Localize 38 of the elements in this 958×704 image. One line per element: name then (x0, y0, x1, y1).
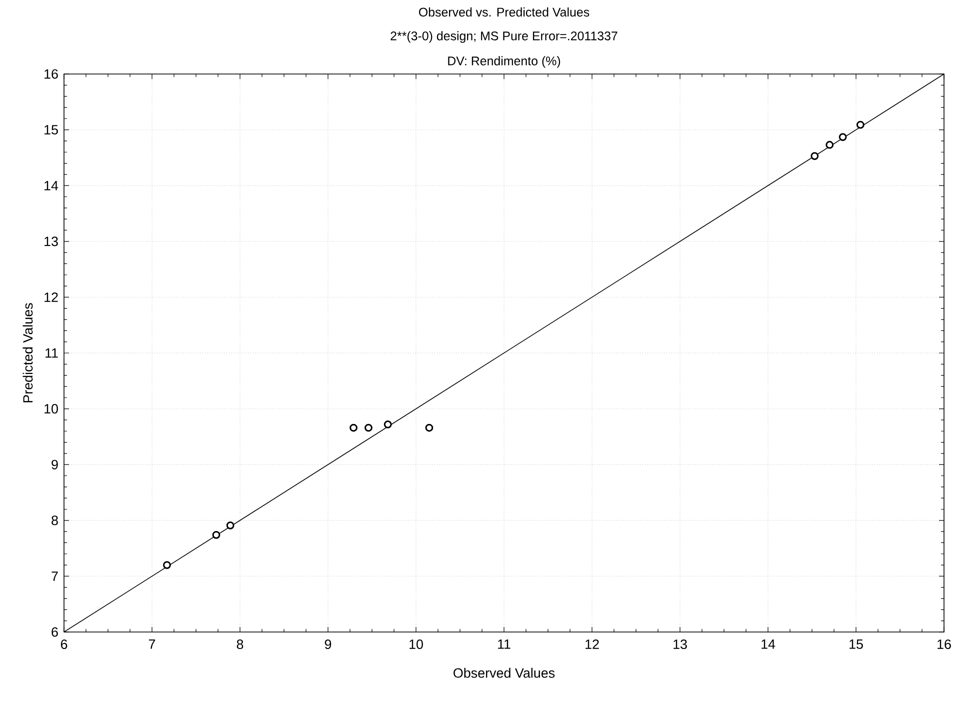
point (838, 133, 847, 141)
point (364, 424, 372, 432)
x-tick-label: 11 (498, 640, 510, 649)
x-tick-label: 13 (674, 640, 687, 650)
text: DV: Rendimento (%) (448, 56, 560, 68)
point (350, 424, 358, 432)
y-axis-title: Predicted Values (22, 303, 33, 402)
point (384, 420, 392, 428)
y-tick-label: 16 (44, 69, 58, 79)
x-tick-label: 12 (586, 640, 599, 649)
x-tick-label: 10 (410, 640, 423, 650)
chart-subtitle: 2**(3-0) design; MS Pure Error=.2011337 (390, 31, 618, 43)
point (226, 521, 234, 530)
y-tick-label: 6 (52, 627, 58, 637)
point (856, 120, 864, 129)
y-tick-label: 7 (52, 572, 58, 581)
x-tick-label: 7 (148, 640, 156, 649)
point (212, 530, 220, 539)
point (425, 424, 434, 432)
point (826, 140, 834, 149)
x-tick-label: 15 (850, 640, 863, 649)
y-tick-label: 8 (52, 516, 58, 526)
y-tick-label: 12 (44, 292, 58, 302)
chart-title: Observed vs. Predicted Values (419, 7, 590, 17)
y-tick-label: 14 (44, 180, 58, 190)
point (163, 561, 171, 569)
x-tick-label: 8 (236, 640, 244, 650)
x-tick-label: 9 (324, 640, 332, 650)
y-tick-label: 13 (44, 236, 58, 246)
x-tick-label: 14 (762, 640, 776, 649)
y-tick-label: 15 (44, 125, 58, 134)
x-tick-label: 16 (938, 640, 951, 650)
y-tick-label: 10 (44, 404, 58, 414)
point (810, 152, 819, 160)
y-tick-label: 9 (52, 460, 58, 470)
x-axis-title: Observed Values (454, 668, 555, 678)
y-tick-label: 11 (46, 348, 58, 358)
x-tick-label: 6 (60, 640, 68, 650)
